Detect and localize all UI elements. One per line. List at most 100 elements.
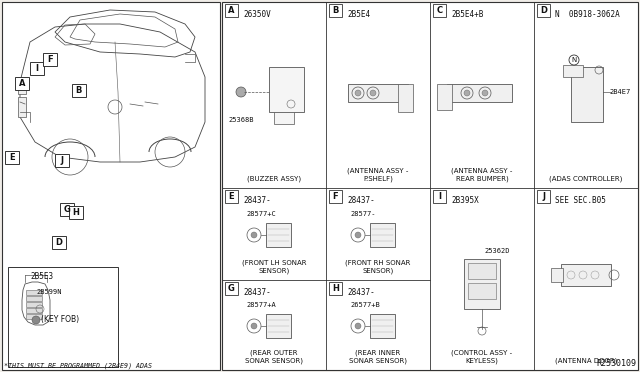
Bar: [266, 223, 291, 247]
Text: F: F: [47, 55, 53, 64]
Text: (BUZZER ASSY): (BUZZER ASSY): [247, 176, 301, 182]
Bar: [329, 190, 342, 203]
Text: N: N: [572, 57, 577, 63]
Bar: [437, 84, 452, 110]
Circle shape: [355, 90, 361, 96]
Text: 2B599N: 2B599N: [36, 289, 61, 295]
Text: I: I: [438, 192, 441, 201]
Text: 26350V: 26350V: [243, 10, 271, 19]
Bar: [222, 2, 638, 370]
Bar: [52, 236, 65, 249]
Text: 28577+A: 28577+A: [246, 302, 276, 308]
Bar: [537, 4, 550, 17]
Bar: [26, 296, 42, 301]
Text: A: A: [228, 6, 235, 15]
Text: 25368B: 25368B: [228, 117, 253, 123]
Text: D: D: [540, 6, 547, 15]
Text: (REAR OUTER
SONAR SENSOR): (REAR OUTER SONAR SENSOR): [245, 350, 303, 364]
Bar: [30, 62, 44, 75]
Text: 28437-: 28437-: [243, 196, 271, 205]
Text: G: G: [64, 205, 70, 214]
Circle shape: [32, 316, 40, 324]
Text: B: B: [76, 86, 82, 95]
Text: 25362D: 25362D: [484, 248, 509, 254]
Text: 2B395X: 2B395X: [451, 196, 479, 205]
Text: *THIS MUST BE PROGRAMMED (2B4E9) ADAS: *THIS MUST BE PROGRAMMED (2B4E9) ADAS: [4, 362, 152, 369]
Text: D: D: [55, 238, 62, 247]
Text: 26577+B: 26577+B: [350, 302, 380, 308]
Circle shape: [464, 90, 470, 96]
Bar: [26, 302, 42, 307]
Bar: [225, 282, 238, 295]
Circle shape: [355, 323, 361, 329]
Bar: [26, 314, 42, 319]
Bar: [329, 4, 342, 17]
Text: (CONTROL ASSY -
KEYLESS): (CONTROL ASSY - KEYLESS): [451, 350, 513, 364]
Text: E: E: [228, 192, 234, 201]
Text: (REAR INNER
SONAR SENSOR): (REAR INNER SONAR SENSOR): [349, 350, 407, 364]
Bar: [537, 190, 550, 203]
Text: H: H: [72, 208, 79, 217]
Bar: [433, 4, 446, 17]
Bar: [8, 267, 118, 367]
Text: R2530109: R2530109: [596, 359, 636, 368]
Circle shape: [251, 232, 257, 238]
Bar: [5, 151, 19, 164]
Text: J: J: [542, 192, 545, 201]
Text: 28437-: 28437-: [243, 288, 271, 297]
Text: 2B5E3: 2B5E3: [30, 272, 53, 281]
Text: (ADAS CONTROLLER): (ADAS CONTROLLER): [549, 176, 623, 182]
Text: 28437-: 28437-: [347, 196, 375, 205]
Text: B: B: [332, 6, 339, 15]
Text: I: I: [36, 64, 38, 73]
Bar: [433, 190, 446, 203]
Bar: [18, 97, 26, 117]
Bar: [18, 79, 26, 94]
Bar: [274, 112, 294, 124]
Text: 28577+C: 28577+C: [246, 211, 276, 217]
Text: (FRONT LH SONAR
SENSOR): (FRONT LH SONAR SENSOR): [242, 260, 307, 274]
Bar: [348, 84, 408, 102]
Bar: [370, 223, 395, 247]
Bar: [468, 263, 496, 279]
Text: SEE SEC.B05: SEE SEC.B05: [555, 196, 606, 205]
Bar: [26, 290, 42, 295]
Bar: [551, 268, 563, 282]
Bar: [329, 282, 342, 295]
Text: A: A: [19, 79, 26, 88]
Text: E: E: [10, 153, 15, 162]
Circle shape: [251, 323, 257, 329]
Bar: [72, 84, 86, 97]
Bar: [561, 264, 611, 286]
Bar: [68, 206, 83, 219]
Text: (ANTENNA ASSY -
REAR BUMPER): (ANTENNA ASSY - REAR BUMPER): [451, 167, 513, 182]
Circle shape: [236, 87, 246, 97]
Bar: [563, 65, 583, 77]
Text: (FRONT RH SONAR
SENSOR): (FRONT RH SONAR SENSOR): [346, 260, 411, 274]
Bar: [55, 154, 68, 167]
Text: G: G: [228, 284, 235, 293]
Circle shape: [370, 90, 376, 96]
Text: C: C: [436, 6, 443, 15]
Text: J: J: [60, 157, 63, 166]
Text: F: F: [333, 192, 339, 201]
Text: 28437-: 28437-: [347, 288, 375, 297]
Text: 28577-: 28577-: [350, 211, 376, 217]
Bar: [398, 84, 413, 112]
Bar: [43, 53, 57, 66]
Bar: [571, 67, 603, 122]
Text: 2B5E4+B: 2B5E4+B: [451, 10, 483, 19]
Text: N  0B918-3062A: N 0B918-3062A: [555, 10, 620, 19]
Bar: [447, 84, 512, 102]
Text: 2B4E7: 2B4E7: [609, 89, 630, 95]
Bar: [60, 202, 74, 215]
Text: (ANTENNA ASSY -
P.SHELF): (ANTENNA ASSY - P.SHELF): [348, 167, 409, 182]
Bar: [266, 314, 291, 338]
Bar: [225, 190, 238, 203]
Bar: [15, 77, 29, 90]
Text: (KEY FOB): (KEY FOB): [41, 315, 79, 324]
Bar: [468, 283, 496, 299]
Circle shape: [355, 232, 361, 238]
Text: (ANTENNA DOOR): (ANTENNA DOOR): [555, 357, 617, 364]
Circle shape: [482, 90, 488, 96]
